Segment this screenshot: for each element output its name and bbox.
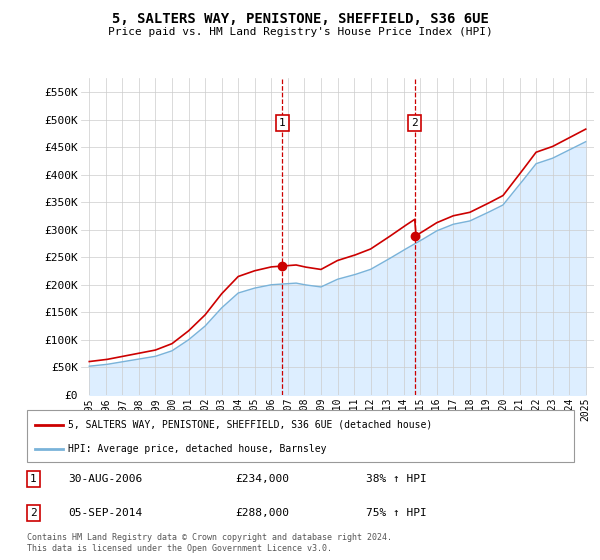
Text: 5, SALTERS WAY, PENISTONE, SHEFFIELD, S36 6UE: 5, SALTERS WAY, PENISTONE, SHEFFIELD, S3… <box>112 12 488 26</box>
Text: 38% ↑ HPI: 38% ↑ HPI <box>366 474 427 484</box>
Text: 2: 2 <box>412 118 418 128</box>
Text: 1: 1 <box>30 474 37 484</box>
Text: 30-AUG-2006: 30-AUG-2006 <box>68 474 142 484</box>
Text: HPI: Average price, detached house, Barnsley: HPI: Average price, detached house, Barn… <box>68 444 326 454</box>
Text: 2: 2 <box>30 508 37 518</box>
Text: £234,000: £234,000 <box>235 474 289 484</box>
FancyBboxPatch shape <box>27 410 574 462</box>
Text: £288,000: £288,000 <box>235 508 289 518</box>
Text: 05-SEP-2014: 05-SEP-2014 <box>68 508 142 518</box>
Text: 75% ↑ HPI: 75% ↑ HPI <box>366 508 427 518</box>
Text: 5, SALTERS WAY, PENISTONE, SHEFFIELD, S36 6UE (detached house): 5, SALTERS WAY, PENISTONE, SHEFFIELD, S3… <box>68 420 432 430</box>
Text: Contains HM Land Registry data © Crown copyright and database right 2024.
This d: Contains HM Land Registry data © Crown c… <box>27 533 392 553</box>
Text: 1: 1 <box>279 118 286 128</box>
Text: Price paid vs. HM Land Registry's House Price Index (HPI): Price paid vs. HM Land Registry's House … <box>107 27 493 37</box>
